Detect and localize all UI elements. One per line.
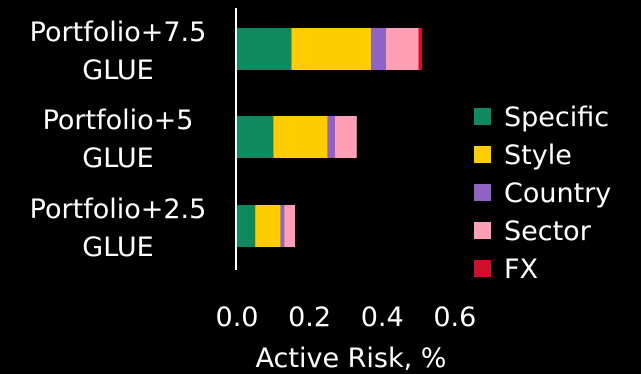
legend-label-style: Style: [504, 140, 572, 171]
bar-segment-sector: [335, 116, 357, 158]
legend-swatch-specific: [474, 108, 491, 125]
x-tick-label: 0.2: [288, 302, 331, 333]
legend-swatch-sector: [474, 222, 491, 239]
bar-segment-specific: [237, 28, 292, 70]
category-label: GLUE: [82, 143, 153, 174]
category-label: Portfolio+2.5: [30, 194, 207, 225]
x-axis-label: Active Risk, %: [256, 343, 447, 374]
bar-segment-specific: [237, 205, 256, 247]
category-label: Portfolio+5: [43, 105, 194, 136]
bar-segment-style: [291, 28, 372, 70]
legend-label-country: Country: [504, 178, 611, 209]
category-label: Portfolio+7.5: [30, 17, 207, 48]
x-tick-label: 0.0: [216, 302, 259, 333]
bar-segment-specific: [237, 116, 274, 158]
category-label: GLUE: [82, 232, 153, 263]
bar-segment-sector: [385, 28, 419, 70]
legend-swatch-country: [474, 184, 491, 201]
bars-group: [237, 28, 423, 247]
bar-segment-country: [371, 28, 386, 70]
bar-segment-sector: [284, 205, 296, 247]
legend-label-sector: Sector: [504, 216, 592, 247]
bar-segment-style: [255, 205, 281, 247]
x-tick-label: 0.6: [433, 302, 476, 333]
legend-label-specific: Specific: [504, 102, 609, 133]
bar-segment-fx: [418, 28, 423, 70]
legend-label-fx: FX: [504, 254, 538, 285]
category-label: GLUE: [82, 55, 153, 86]
x-tick-label: 0.4: [361, 302, 404, 333]
bar-segment-country: [280, 205, 285, 247]
legend-swatch-fx: [474, 260, 491, 277]
legend: Specific Style Country Sector FX: [474, 102, 611, 285]
bar-segment-style: [273, 116, 328, 158]
x-tick-labels: 0.0 0.2 0.4 0.6: [216, 302, 477, 333]
bar-segment-country: [327, 116, 336, 158]
category-labels: Portfolio+7.5 GLUE Portfolio+5 GLUE Portfoli…: [30, 17, 207, 263]
legend-swatch-style: [474, 146, 491, 163]
